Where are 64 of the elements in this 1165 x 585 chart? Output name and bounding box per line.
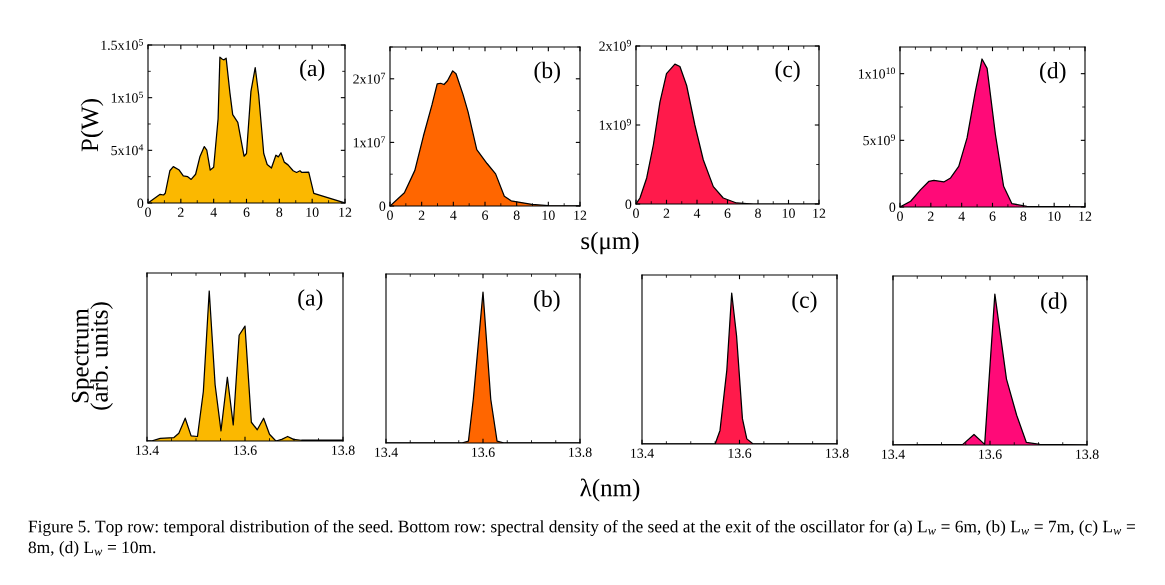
- annotation: (d): [1040, 61, 1066, 84]
- x-tick-label: 13.8: [332, 445, 355, 455]
- x-tick-label: 13.4: [882, 449, 905, 459]
- x-tick-label: 6: [243, 207, 250, 217]
- y-tick-label: 1x10$^{5}$: [111, 91, 144, 103]
- annotation: (a): [300, 59, 325, 81]
- y-tick-label: 1x10$^{9}$: [599, 118, 631, 130]
- x-tick-label: 13.4: [136, 445, 159, 455]
- x-tick-label: 10: [306, 207, 319, 217]
- y-axis-title: Spectrum (arb. units): [71, 302, 113, 410]
- x-tick-label: 13.6: [234, 445, 257, 455]
- x-tick-label: 13.4: [631, 448, 654, 458]
- x-axis-title: λ(nm): [580, 478, 640, 502]
- x-tick-label: 13.6: [472, 447, 495, 457]
- x-tick-label: 4: [693, 208, 701, 218]
- y-tick-label: 0: [137, 198, 144, 208]
- annotation: (b): [534, 290, 560, 312]
- y-tick-label: 1x10$^{7}$: [353, 136, 386, 148]
- annotation: (d): [1041, 292, 1067, 314]
- annotation: (c): [775, 60, 800, 82]
- x-tick-label: 2: [418, 210, 425, 220]
- x-tick-label: 4: [210, 207, 217, 217]
- annotation: (b): [534, 61, 560, 84]
- x-axis-title: s(μm): [581, 231, 639, 255]
- x-tick-label: 13.8: [826, 448, 849, 458]
- x-tick-label: 4: [450, 210, 457, 220]
- y-tick-label: 5x10$^{9}$: [863, 134, 895, 146]
- x-tick-label: 2: [927, 211, 934, 221]
- x-tick-label: 10: [542, 210, 555, 220]
- x-tick-label: 0: [897, 211, 903, 221]
- x-tick-label: 6: [482, 210, 489, 220]
- x-tick-label: 12: [339, 207, 352, 217]
- x-tick-label: 13.6: [979, 449, 1002, 459]
- y-tick-label: 0: [625, 199, 632, 209]
- x-tick-label: 0: [633, 208, 639, 218]
- y-tick-label: 2x10$^{9}$: [599, 39, 631, 51]
- x-tick-label: 8: [1020, 211, 1027, 221]
- x-tick-label: 6: [724, 208, 731, 218]
- y-tick-label: 1x10$^{10}$: [859, 67, 896, 79]
- x-tick-label: 10: [782, 208, 795, 218]
- x-tick-label: 0: [145, 207, 151, 217]
- x-tick-label: 10: [1048, 211, 1061, 221]
- x-tick-label: 12: [813, 208, 826, 218]
- x-tick-label: 13.4: [375, 447, 398, 457]
- y-tick-label: 2x10$^{7}$: [353, 72, 386, 84]
- x-tick-label: 12: [574, 210, 587, 220]
- x-tick-label: 6: [989, 211, 996, 221]
- x-tick-label: 13.6: [728, 448, 752, 458]
- x-tick-label: 13.8: [1076, 449, 1099, 459]
- x-tick-label: 0: [387, 210, 393, 220]
- text: Figure 5. Top row: temporal distribution of the seed. Bottom row: spectral density of the seed at the exit of the oscillator for (a) L$_{w}$ = 6m, (b) L$_{w}$ = 7m, (c) L$_{w}$ = 8m, (d) L$_{w}$ = 10m.: [28, 520, 1135, 557]
- annotation: (c): [792, 291, 817, 313]
- y-tick-label: 5x10$^{4}$: [111, 144, 144, 156]
- y-tick-label: 1.5x10$^{5}$: [101, 38, 144, 51]
- x-tick-label: 4: [958, 211, 965, 221]
- annotation: (a): [298, 289, 323, 311]
- x-tick-label: 13.8: [569, 447, 592, 457]
- y-axis-title: P(W): [80, 99, 104, 152]
- x-tick-label: 2: [663, 208, 670, 218]
- x-tick-label: 8: [755, 208, 761, 218]
- x-tick-label: 12: [1079, 211, 1092, 221]
- x-tick-label: 8: [513, 210, 520, 220]
- x-tick-label: 8: [276, 207, 283, 217]
- x-tick-label: 2: [177, 207, 184, 217]
